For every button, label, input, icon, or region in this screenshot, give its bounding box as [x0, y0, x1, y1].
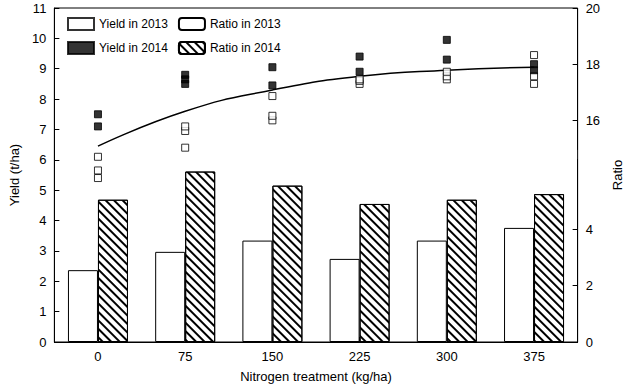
svg-text:0: 0: [586, 335, 593, 350]
svg-text:3: 3: [39, 243, 46, 258]
svg-text:375: 375: [523, 349, 545, 364]
svg-text:6: 6: [39, 152, 46, 167]
svg-text:0: 0: [39, 335, 46, 350]
svg-text:Yield in 2013: Yield in 2013: [99, 17, 168, 31]
svg-text:4: 4: [39, 213, 46, 228]
svg-text:2: 2: [586, 278, 593, 293]
svg-text:5: 5: [39, 183, 46, 198]
svg-text:20: 20: [586, 1, 600, 16]
svg-text:2: 2: [39, 274, 46, 289]
svg-text:Yield (t/ha): Yield (t/ha): [7, 144, 22, 206]
svg-text:Nitrogen treatment (kg/ha): Nitrogen treatment (kg/ha): [240, 369, 392, 384]
svg-text:300: 300: [436, 349, 458, 364]
svg-text:Yield in 2014: Yield in 2014: [99, 41, 168, 55]
svg-text:150: 150: [262, 349, 284, 364]
svg-text:1: 1: [39, 304, 46, 319]
svg-text:8: 8: [39, 92, 46, 107]
svg-text:18: 18: [586, 57, 600, 72]
svg-text:7: 7: [39, 122, 46, 137]
svg-text:75: 75: [178, 349, 192, 364]
svg-text:Ratio: Ratio: [610, 160, 625, 190]
svg-text:10: 10: [32, 31, 46, 46]
svg-text:11: 11: [33, 1, 47, 16]
svg-text:4: 4: [586, 222, 593, 237]
svg-text:0: 0: [94, 349, 101, 364]
svg-text:Ratio in 2014: Ratio in 2014: [210, 41, 281, 55]
svg-text:16: 16: [586, 113, 600, 128]
svg-text:Ratio in 2013: Ratio in 2013: [210, 17, 281, 31]
svg-text:225: 225: [349, 349, 371, 364]
svg-text:9: 9: [39, 61, 46, 76]
